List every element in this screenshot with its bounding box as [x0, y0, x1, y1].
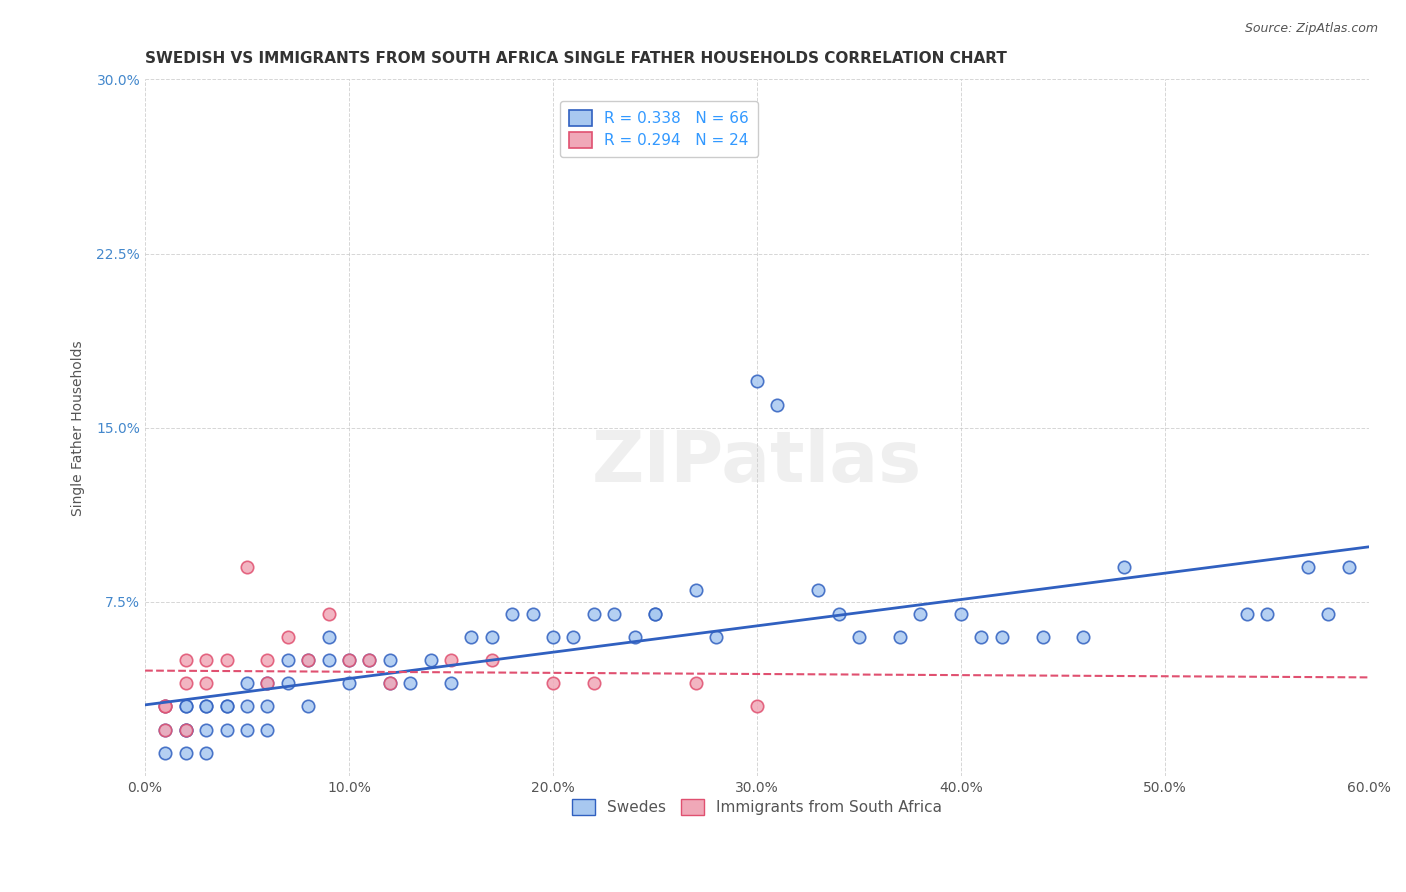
Point [359, 653, 381, 667]
Point [155, 746, 177, 760]
Point [174, 653, 197, 667]
Point [236, 560, 259, 574]
Point [297, 653, 319, 667]
Point [623, 630, 645, 644]
Point [256, 676, 278, 690]
Point [174, 723, 197, 737]
Point [155, 699, 177, 714]
Point [704, 630, 727, 644]
Point [644, 607, 666, 621]
Point [644, 607, 666, 621]
Point [256, 676, 278, 690]
Point [889, 630, 911, 644]
Point [195, 699, 218, 714]
Point [910, 607, 932, 621]
Point [1256, 607, 1278, 621]
Point [337, 676, 360, 690]
Point [745, 699, 768, 714]
Point [155, 723, 177, 737]
Point [378, 653, 401, 667]
Point [950, 607, 973, 621]
Point [318, 607, 340, 621]
Point [195, 723, 218, 737]
Point [337, 653, 360, 667]
Point [378, 676, 401, 690]
Text: SWEDISH VS IMMIGRANTS FROM SOUTH AFRICA SINGLE FATHER HOUSEHOLDS CORRELATION CHA: SWEDISH VS IMMIGRANTS FROM SOUTH AFRICA … [145, 51, 1007, 66]
Point [1236, 607, 1258, 621]
Point [174, 723, 197, 737]
Point [215, 699, 238, 714]
Point [174, 699, 197, 714]
Point [399, 676, 422, 690]
Point [685, 676, 707, 690]
Point [460, 630, 482, 644]
Point [215, 723, 238, 737]
Point [501, 607, 523, 621]
Point [970, 630, 993, 644]
Point [277, 653, 299, 667]
Point [562, 630, 585, 644]
Point [848, 630, 870, 644]
Point [215, 653, 238, 667]
Point [1317, 607, 1340, 621]
Point [481, 653, 503, 667]
Point [236, 723, 259, 737]
Point [603, 607, 626, 621]
Point [582, 676, 605, 690]
Point [1337, 560, 1360, 574]
Point [419, 653, 441, 667]
Point [827, 607, 849, 621]
Point [236, 676, 259, 690]
Point [195, 653, 218, 667]
Text: ZIPatlas: ZIPatlas [592, 428, 922, 497]
Point [541, 630, 564, 644]
Point [1073, 630, 1095, 644]
Point [481, 630, 503, 644]
Point [277, 676, 299, 690]
Point [195, 676, 218, 690]
Point [991, 630, 1014, 644]
Point [174, 699, 197, 714]
Point [378, 676, 401, 690]
Point [1296, 560, 1319, 574]
Point [582, 607, 605, 621]
Point [745, 374, 768, 388]
Point [318, 653, 340, 667]
Point [256, 699, 278, 714]
Legend: Swedes, Immigrants from South Africa: Swedes, Immigrants from South Africa [562, 790, 952, 824]
Text: Source: ZipAtlas.com: Source: ZipAtlas.com [1244, 22, 1378, 36]
Point [440, 676, 463, 690]
Point [297, 699, 319, 714]
Point [174, 746, 197, 760]
Point [155, 723, 177, 737]
Y-axis label: Single Father Households: Single Father Households [72, 340, 86, 516]
Point [1032, 630, 1054, 644]
Point [318, 630, 340, 644]
Point [155, 699, 177, 714]
Point [215, 699, 238, 714]
Point [541, 676, 564, 690]
Point [195, 746, 218, 760]
Point [256, 653, 278, 667]
Point [236, 699, 259, 714]
Point [174, 723, 197, 737]
Point [337, 653, 360, 667]
Point [440, 653, 463, 667]
Point [1114, 560, 1136, 574]
Point [195, 699, 218, 714]
Point [256, 723, 278, 737]
Point [766, 398, 789, 412]
Point [807, 583, 830, 598]
Point [685, 583, 707, 598]
Point [522, 607, 544, 621]
Point [174, 676, 197, 690]
Point [155, 699, 177, 714]
Point [297, 653, 319, 667]
Point [277, 630, 299, 644]
Point [359, 653, 381, 667]
